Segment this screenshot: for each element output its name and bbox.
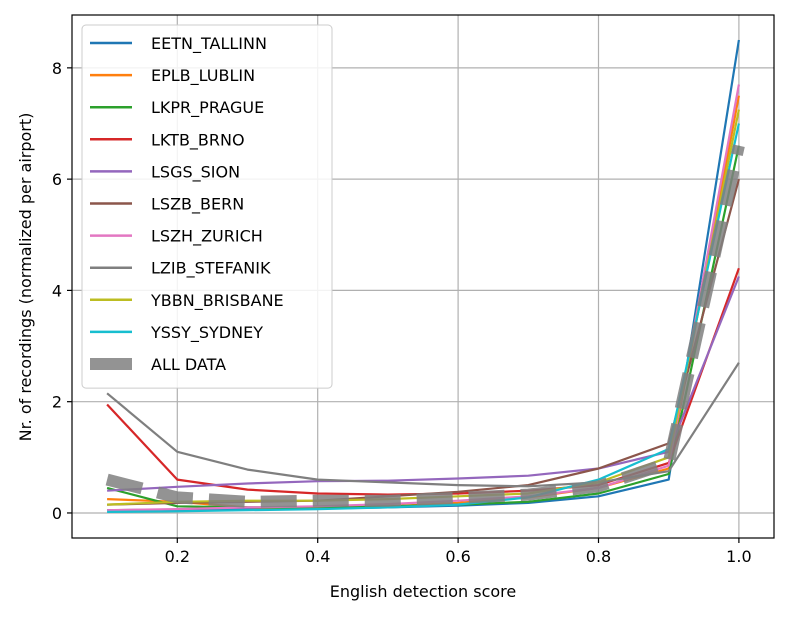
legend: EETN_TALLINN EPLB_LUBLIN LKPR_PRAGUE LKTB_B…: [81, 24, 333, 389]
legend-label: ALL DATA: [151, 355, 226, 374]
legend-label: LKPR_PRAGUE: [151, 98, 264, 118]
y-tick-label: 2: [52, 393, 62, 412]
series-line-lsgs-sion: [107, 276, 740, 492]
y-axis-label: Nr. of recordings (normalized per airpor…: [16, 113, 35, 442]
legend-label: EPLB_LUBLIN: [151, 66, 255, 86]
legend-label: LSZH_ZURICH: [151, 227, 263, 247]
x-tick-label: 0.2: [165, 547, 190, 566]
legend-label: EETN_TALLINN: [151, 34, 267, 54]
y-tick-label: 4: [52, 281, 62, 300]
x-axis-label: English detection score: [330, 582, 517, 601]
y-tick-label: 6: [52, 170, 62, 189]
x-tick-label: 0.8: [586, 547, 611, 566]
axis-ticks: 0.2 0.4 0.6 0.8 1.0 0 2 4 6 8: [52, 59, 752, 566]
legend-box: [81, 24, 333, 389]
legend-label: LKTB_BRNO: [151, 130, 245, 150]
series-line-all-data: [105, 144, 745, 508]
legend-label: LSGS_SION: [151, 162, 240, 182]
y-tick-label: 0: [52, 504, 62, 523]
plot-frame: [71, 14, 775, 539]
legend-label: LSZB_BERN: [151, 195, 244, 215]
legend-label: LZIB_STEFANIK: [151, 259, 271, 279]
x-tick-label: 1.0: [726, 547, 751, 566]
legend-label: YSSY_SYDNEY: [150, 323, 263, 343]
series-line-yssy-sydney: [107, 123, 740, 513]
legend-label: YBBN_BRISBANE: [150, 291, 284, 311]
plot-lines: [105, 39, 745, 513]
x-tick-label: 0.6: [445, 547, 470, 566]
y-tick-label: 8: [52, 59, 62, 78]
x-tick-label: 0.4: [305, 547, 330, 566]
